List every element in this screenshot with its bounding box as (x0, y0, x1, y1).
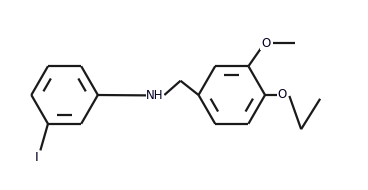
Text: NH: NH (146, 89, 164, 102)
Text: O: O (277, 89, 287, 101)
Text: I: I (35, 151, 38, 165)
Text: O: O (261, 37, 270, 50)
